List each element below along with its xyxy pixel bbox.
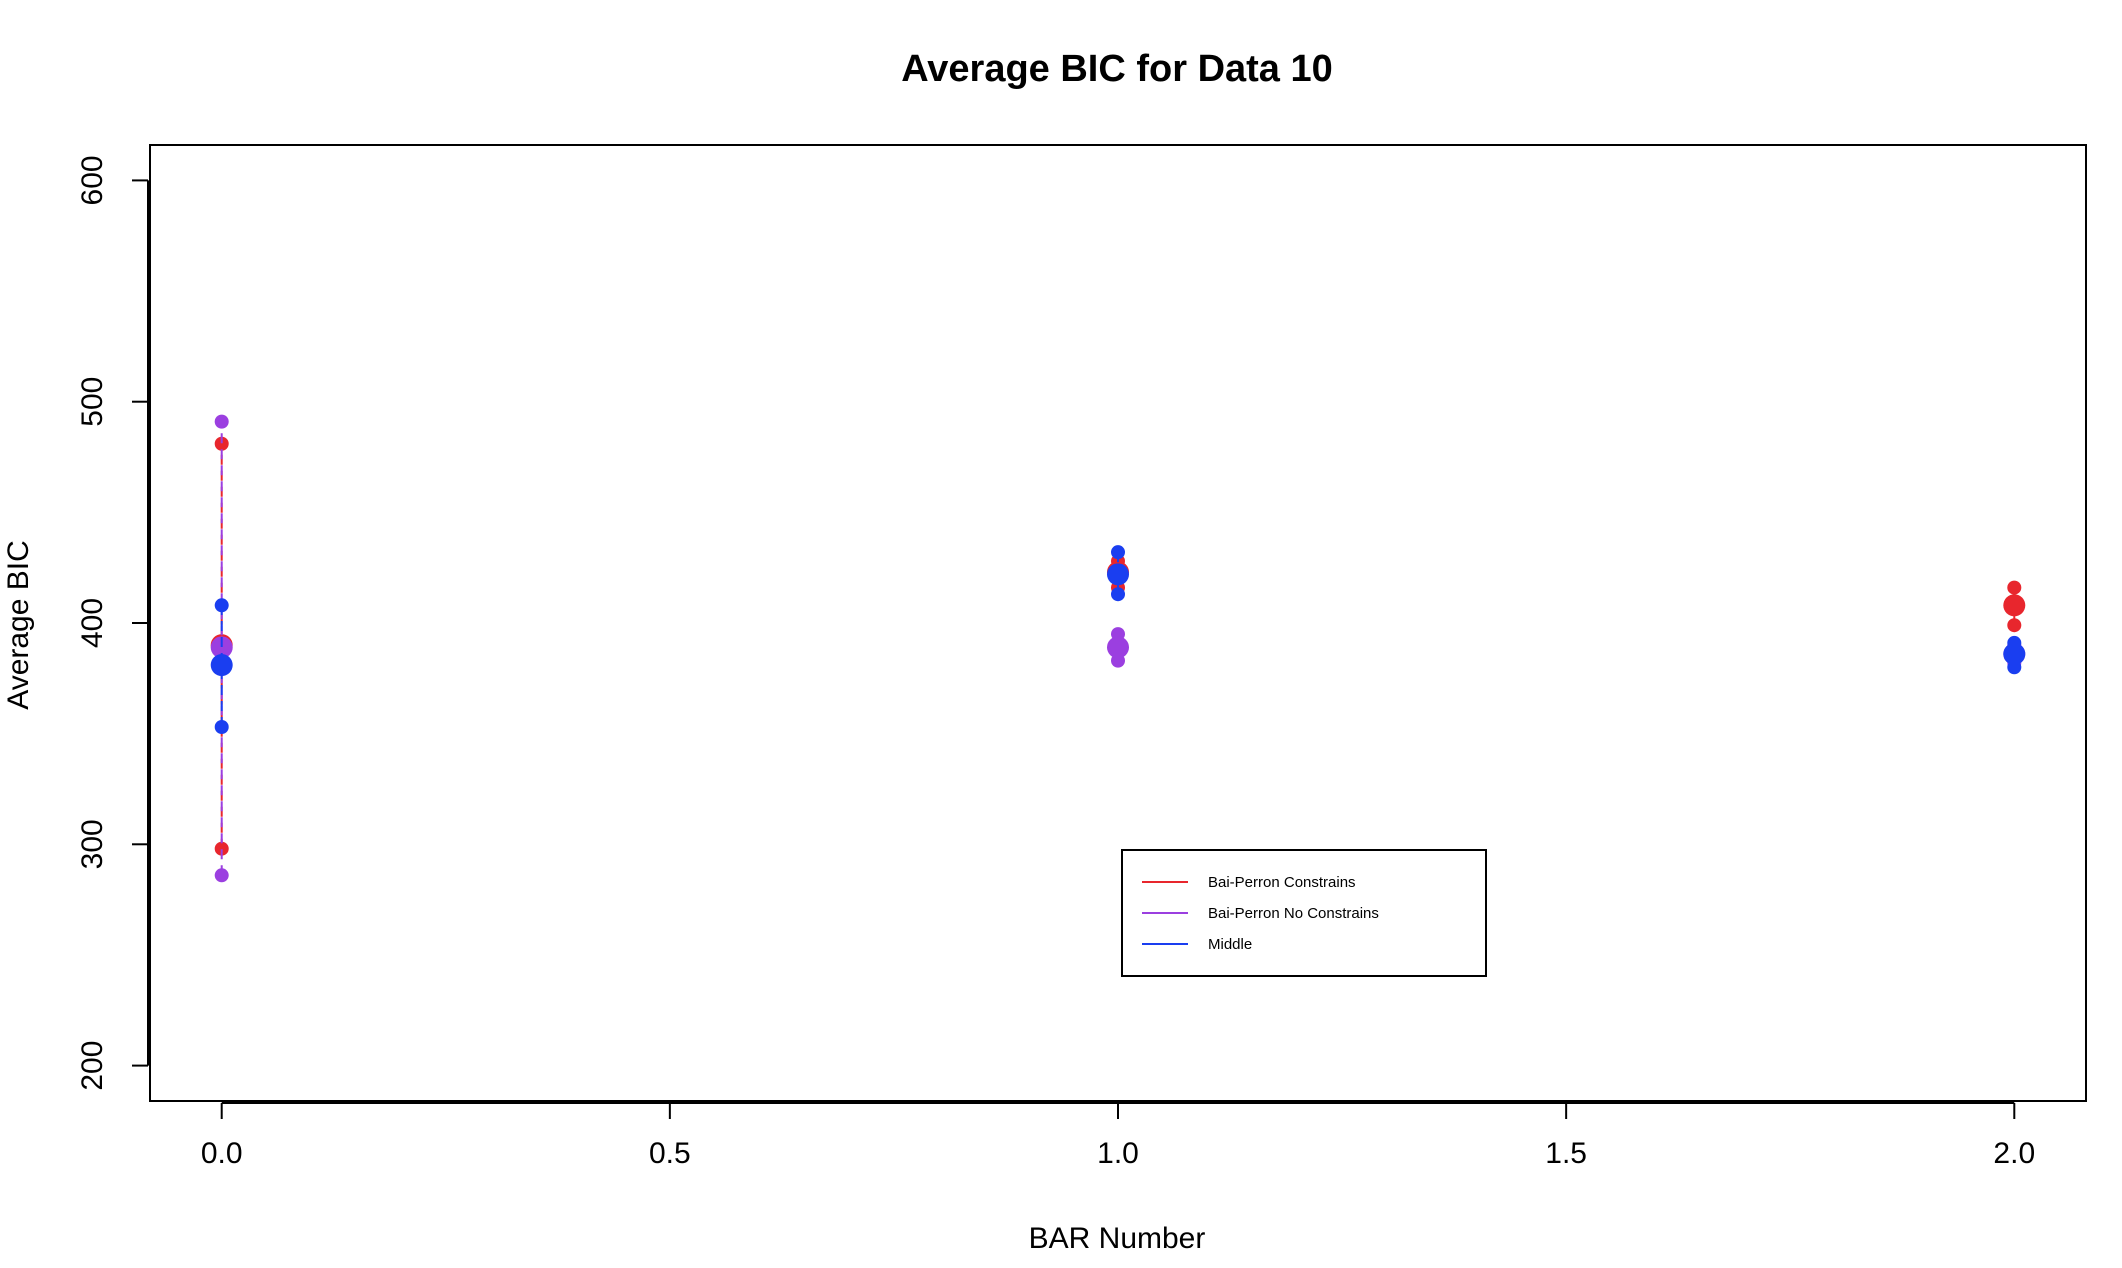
mean-point	[1107, 636, 1129, 659]
y-axis: 200 300 400 500 600	[76, 155, 149, 1091]
upper-point	[1111, 545, 1125, 560]
series-layer	[210, 414, 2026, 883]
lower-point	[214, 841, 229, 856]
upper-point	[214, 436, 229, 451]
x-tick-label: 0.5	[649, 1137, 691, 1170]
x-axis-label: BAR Number	[1029, 1222, 1206, 1255]
legend: Bai-Perron Constrains Bai-Perron No Const…	[1121, 849, 1487, 977]
mean-point	[1107, 563, 1129, 586]
plot-frame	[149, 144, 2087, 1102]
y-axis-label: Average BIC	[2, 540, 35, 710]
upper-point	[214, 598, 229, 613]
legend-label: Middle	[1208, 936, 1252, 953]
mean-point	[2003, 642, 2026, 665]
lower-point	[2007, 618, 2022, 633]
x-tick-label: 1.5	[1545, 1137, 1587, 1170]
y-tick-label: 600	[76, 155, 109, 205]
chart-title: Average BIC for Data 10	[901, 48, 1333, 90]
lower-point	[214, 868, 229, 883]
y-tick-label: 200	[76, 1041, 109, 1091]
mean-point	[210, 636, 233, 659]
series-2	[210, 545, 2026, 735]
x-tick-label: 0.0	[201, 1137, 243, 1170]
legend-label: Bai-Perron No Constrains	[1208, 905, 1379, 922]
mean-point	[210, 654, 233, 677]
lower-point	[214, 720, 229, 735]
y-tick-label: 300	[76, 819, 109, 869]
series-1	[210, 414, 2026, 883]
y-tick-label: 500	[76, 377, 109, 427]
mean-point	[2003, 594, 2026, 617]
upper-point	[214, 414, 229, 429]
lower-point	[1111, 587, 1125, 602]
upper-point	[2007, 580, 2022, 595]
legend-label: Bai-Perron Constrains	[1208, 874, 1356, 891]
x-tick-label: 2.0	[1993, 1137, 2035, 1170]
y-tick-label: 400	[76, 598, 109, 648]
x-tick-label: 1.0	[1097, 1137, 1139, 1170]
x-axis: 0.0 0.5 1.0 1.5 2.0	[201, 1102, 2035, 1170]
